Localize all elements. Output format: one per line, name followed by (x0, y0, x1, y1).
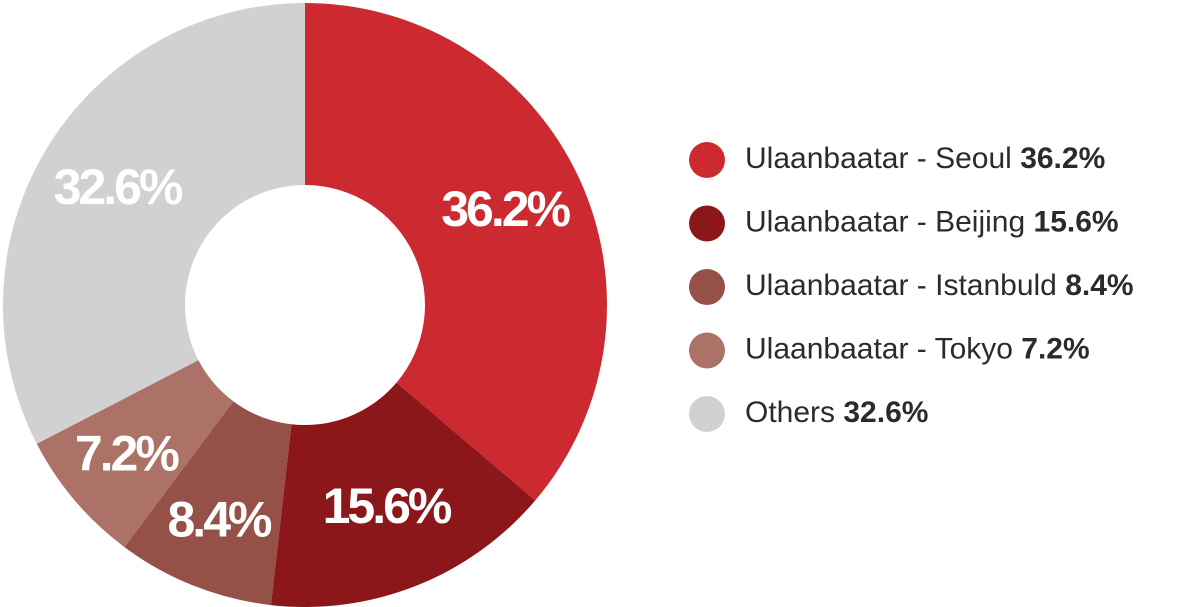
legend-value: 8.4% (1065, 269, 1133, 302)
legend-value: 32.6% (843, 396, 928, 429)
legend-label: Ulaanbaatar - Istanbuld 8.4% (745, 269, 1134, 302)
slice-label: 32.6% (54, 159, 183, 215)
legend-category: Ulaanbaatar - Istanbuld (745, 269, 1057, 302)
legend-label: Ulaanbaatar - Beijing 15.6% (745, 205, 1119, 238)
slice-label: 7.2% (75, 425, 180, 481)
slice-label: 15.6% (323, 478, 452, 534)
legend-category: Ulaanbaatar - Beijing (745, 205, 1025, 238)
legend-value: 36.2% (1020, 142, 1105, 175)
legend-marker (689, 332, 725, 369)
legend-marker (689, 142, 725, 178)
slice-label: 8.4% (168, 492, 273, 548)
legend-marker (689, 205, 725, 242)
slice (305, 3, 607, 501)
legend-category: Ulaanbaatar - Seoul (745, 142, 1012, 175)
legend-label: Ulaanbaatar - Seoul 36.2% (745, 142, 1105, 175)
slice (270, 382, 536, 607)
slice (3, 3, 306, 444)
legend-value: 15.6% (1034, 205, 1119, 238)
slice (36, 360, 234, 548)
legend-category: Others (745, 396, 835, 429)
legend-label: Ulaanbaatar - Tokyo 7.2% (745, 332, 1090, 365)
slice (124, 401, 292, 606)
legend-marker (689, 269, 725, 305)
slice-label: 36.2% (441, 181, 570, 237)
legend-value: 7.2% (1021, 332, 1089, 365)
legend-category: Ulaanbaatar - Tokyo (745, 332, 1013, 365)
legend-label: Others 32.6% (745, 396, 928, 429)
legend-marker (689, 396, 725, 432)
